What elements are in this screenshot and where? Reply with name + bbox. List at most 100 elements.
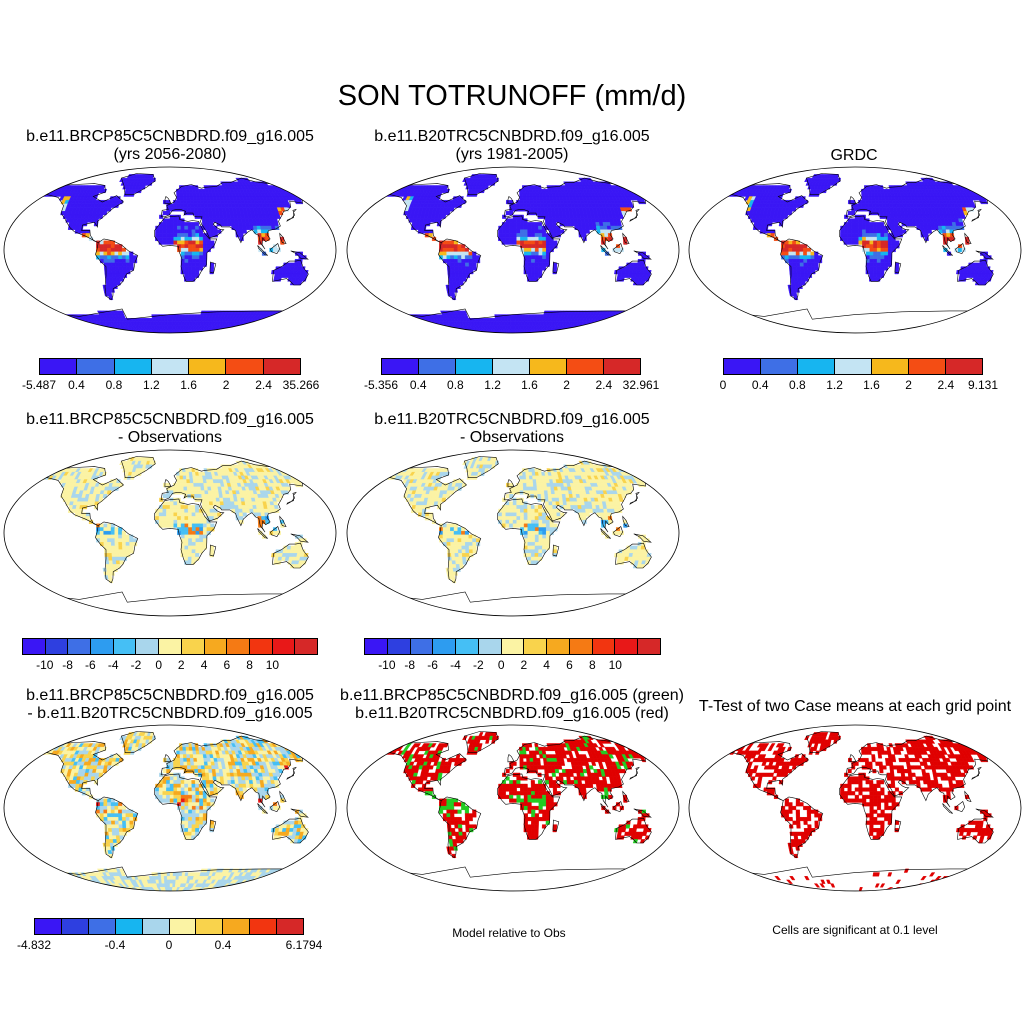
map-cell: [509, 225, 514, 230]
map-cell: [64, 329, 87, 333]
map-cell: [728, 185, 736, 190]
map-cell: [512, 225, 517, 230]
map-cell: [282, 314, 291, 319]
map-cell: [194, 222, 200, 227]
map-cell: [194, 505, 200, 510]
map-cell: [596, 329, 619, 333]
map-cell: [457, 259, 462, 264]
map-cell: [176, 196, 181, 201]
map-cell: [412, 321, 422, 326]
map-cell: [215, 497, 221, 502]
map-cell: [103, 259, 108, 264]
map-cell: [884, 240, 889, 245]
map-cell: [177, 516, 182, 521]
map-cell: [107, 575, 113, 580]
map-cell: [982, 262, 988, 267]
map-cell: [923, 229, 929, 234]
map-cell: [107, 538, 112, 543]
map-cell: [383, 321, 395, 326]
map-cell: [534, 259, 539, 264]
map-cell: [876, 229, 881, 234]
map-cell: [977, 188, 985, 194]
map-cell: [645, 192, 652, 197]
map-cell: [864, 192, 869, 197]
map-cell: [851, 229, 856, 234]
map-cell: [527, 262, 532, 267]
map-cell: [121, 259, 127, 264]
map-cell: [50, 325, 62, 330]
map-cell: [582, 233, 587, 238]
map-cell: [193, 486, 198, 491]
map-cell: [186, 486, 191, 491]
map-cell: [78, 321, 87, 326]
map-cell: [919, 222, 924, 227]
map-cell: [637, 262, 642, 267]
map-cell: [611, 325, 622, 330]
map-cell: [191, 251, 197, 256]
map-cell: [205, 501, 210, 506]
map-cell: [269, 318, 278, 323]
map-cell: [398, 325, 410, 330]
map-cell: [887, 262, 892, 267]
map-cell: [424, 329, 445, 333]
map-cell: [537, 222, 543, 227]
map-cell: [129, 545, 134, 550]
map-cell: [111, 270, 116, 275]
map-cell: [862, 225, 867, 230]
map-cell: [792, 240, 797, 245]
map-cell: [534, 240, 539, 245]
map-cell: [202, 534, 208, 539]
map-cell: [292, 185, 300, 190]
map-cell: [450, 244, 455, 249]
map-cell: [875, 207, 880, 212]
map-cell: [451, 277, 457, 282]
map-cell: [806, 247, 811, 253]
map-cell: [638, 188, 646, 194]
map-cell: [155, 229, 160, 234]
map-cell: [46, 321, 57, 326]
map-cell: [869, 255, 874, 260]
map-cell: [581, 225, 586, 230]
map-cell: [107, 262, 112, 267]
map-cell: [251, 329, 274, 333]
map-cell: [277, 321, 288, 326]
map-cell: [523, 203, 528, 208]
map-cell: [887, 240, 893, 245]
map-cell: [201, 214, 206, 219]
map-cell: [854, 229, 859, 234]
map-cell: [796, 262, 801, 267]
map-cell: [112, 277, 117, 282]
map-cell: [193, 483, 198, 488]
map-cell: [629, 318, 639, 323]
map-cell: [505, 233, 510, 238]
map-cell: [177, 236, 182, 241]
map-cell: [295, 318, 305, 323]
map-cell: [854, 207, 859, 212]
map-cell: [107, 523, 112, 528]
coastline: [464, 173, 499, 195]
map-cell: [200, 207, 206, 212]
map-cell: [106, 207, 112, 212]
map-cell: [796, 273, 802, 278]
map-cell: [873, 247, 878, 253]
map-cell: [531, 247, 536, 253]
map-cell: [177, 512, 182, 517]
map-cell: [795, 255, 801, 260]
map-cell: [239, 516, 244, 521]
map-cell: [897, 218, 902, 223]
map-cell: [242, 512, 247, 517]
map-cell: [551, 211, 556, 216]
map-cell: [191, 519, 196, 524]
map-cell: [934, 225, 939, 230]
map-cell: [179, 329, 186, 333]
map-cell: [510, 325, 514, 330]
map-field: [27, 456, 328, 616]
map-cell: [403, 321, 414, 326]
map-cell: [234, 329, 254, 333]
map-cell: [987, 192, 994, 197]
map-cell: [57, 321, 68, 326]
map-cell: [507, 321, 511, 326]
panel-4-title: b.e11.BRCP85C5CNBDRD.f09_g16.005 - Obser…: [0, 411, 340, 447]
map-cell: [255, 329, 279, 333]
map-cell: [227, 222, 232, 227]
